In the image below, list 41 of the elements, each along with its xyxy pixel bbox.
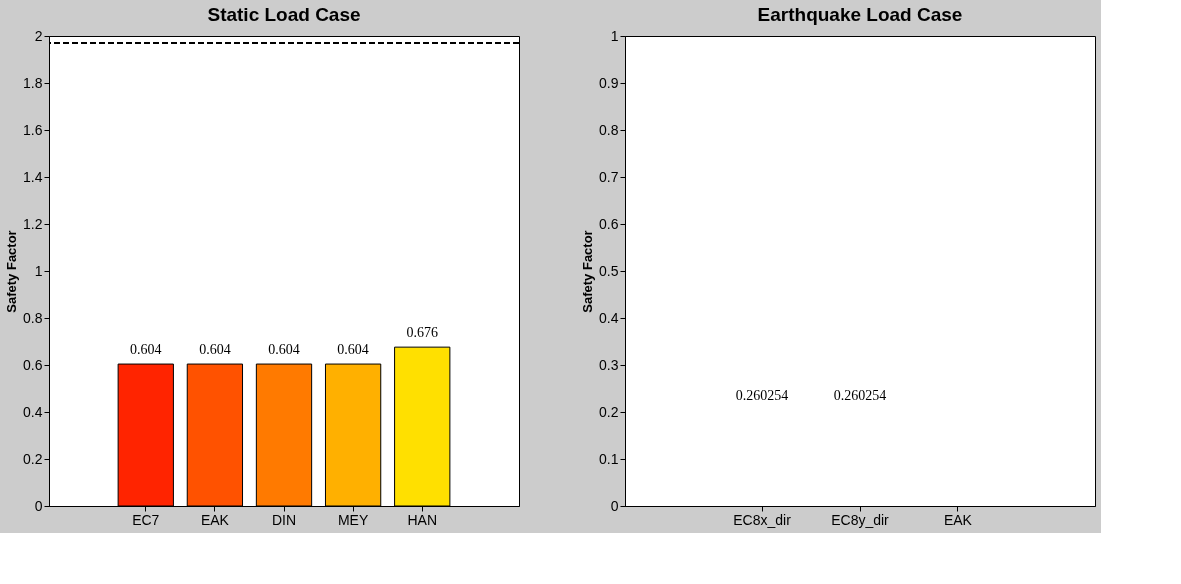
y-tick-label: 0: [34, 497, 43, 514]
y-tick-label: 0.1: [599, 450, 619, 467]
x-tick-label: EAK: [943, 511, 973, 528]
y-tick-label: 0.3: [599, 356, 619, 373]
x-tick-label: EC7: [132, 511, 160, 528]
x-tick-label: DIN: [271, 511, 297, 528]
y-axis-title: Safety Factor: [580, 230, 596, 313]
y-tick-label: 0.9: [599, 74, 619, 91]
x-tick-label: HAN: [407, 511, 438, 528]
data-label: 0.604: [199, 342, 231, 358]
y-tick-label: 0.4: [599, 309, 619, 326]
annotation: 0.260254: [833, 388, 887, 403]
y-tick-label: 0.8: [23, 309, 43, 326]
y-tick-label: 1: [34, 262, 43, 279]
chart-title: Earthquake Load Case: [757, 4, 963, 25]
x-tick-label: EC8y_dir: [831, 511, 890, 528]
y-tick-label: 1.8: [23, 74, 43, 91]
y-tick-label: 1.4: [23, 168, 43, 185]
y-axis-title: Safety Factor: [4, 230, 20, 313]
data-label: 0.604: [268, 342, 300, 358]
data-label: 0.676: [406, 325, 438, 341]
y-tick-label: 0.2: [23, 450, 43, 467]
y-tick-label: 0.4: [23, 403, 43, 420]
data-label: 0.604: [337, 342, 369, 358]
x-tick-label: EC8x_dir: [733, 511, 792, 528]
x-tick-label: MEY: [337, 511, 369, 528]
y-tick-label: 0.6: [23, 356, 43, 373]
y-tick-label: 0: [610, 497, 619, 514]
y-tick-label: 0.2: [599, 403, 619, 420]
data-label: 0.604: [130, 342, 162, 358]
annotation: 0.260254: [735, 388, 789, 403]
y-tick-label: 0.5: [599, 262, 619, 279]
chart-title: Static Load Case: [207, 4, 361, 25]
y-tick-label: 1.2: [23, 215, 43, 232]
y-tick-label: 0.8: [599, 121, 619, 138]
y-tick-label: 0.6: [599, 215, 619, 232]
y-tick-label: 0.7: [599, 168, 619, 185]
y-tick-label: 1: [610, 27, 619, 44]
y-tick-label: 2: [34, 27, 43, 44]
y-tick-label: 1.6: [23, 121, 43, 138]
x-tick-label: EAK: [200, 511, 230, 528]
